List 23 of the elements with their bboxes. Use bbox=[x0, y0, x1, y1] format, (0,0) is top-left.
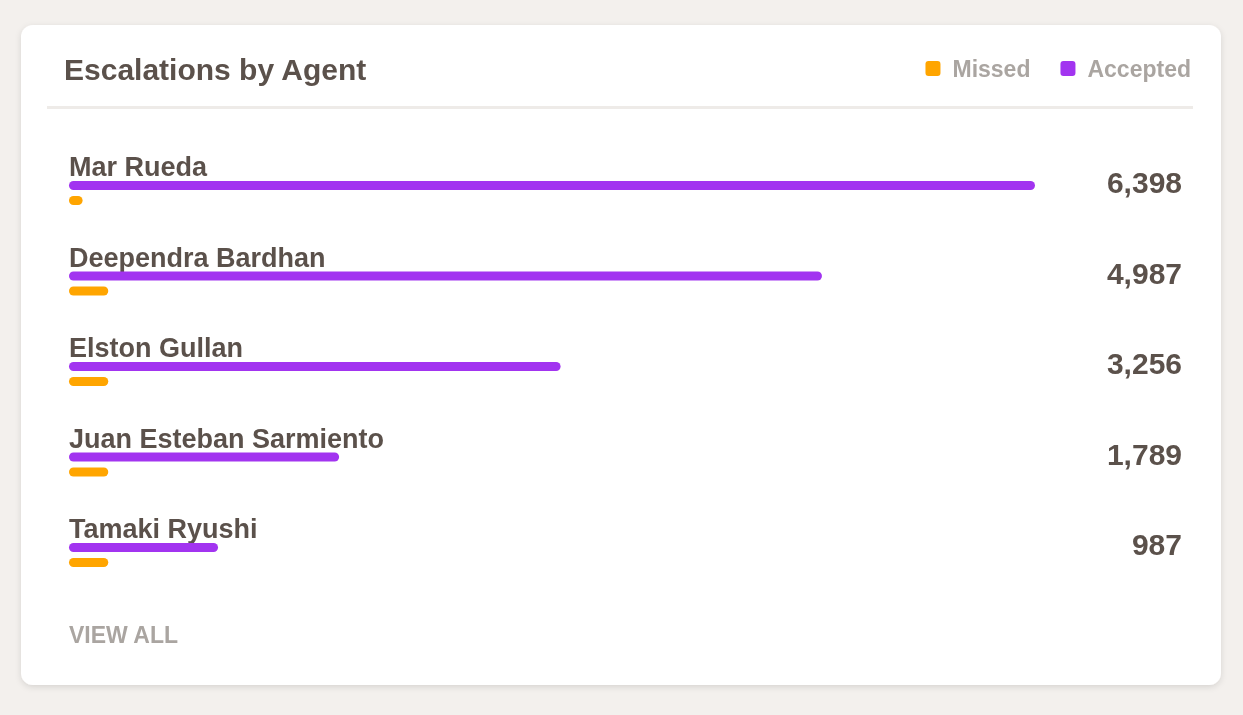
data-label: 987 bbox=[1131, 528, 1182, 561]
y-tick-label: Tamaki Ryushi bbox=[69, 514, 258, 544]
bar bbox=[69, 452, 340, 462]
bar bbox=[69, 271, 822, 281]
bar bbox=[69, 377, 109, 386]
bar bbox=[69, 543, 219, 552]
y-tick-label: Juan Esteban Sarmiento bbox=[69, 423, 385, 454]
data-label: 3,256 bbox=[1106, 347, 1182, 380]
legend-label: Accepted bbox=[1087, 56, 1191, 82]
legend-label: Missed bbox=[952, 56, 1031, 82]
y-tick-label: Elston Gullan bbox=[69, 333, 244, 363]
bar bbox=[69, 558, 109, 567]
chart-title: Escalations by Agent bbox=[64, 53, 367, 86]
bar bbox=[69, 286, 109, 296]
text: VIEW ALL bbox=[69, 622, 179, 648]
bar bbox=[69, 362, 561, 371]
data-label: 4,987 bbox=[1106, 256, 1182, 290]
data-label: 1,789 bbox=[1106, 437, 1182, 471]
data-label: 6,398 bbox=[1106, 166, 1182, 199]
bar bbox=[69, 467, 109, 477]
bar bbox=[69, 181, 1035, 190]
y-tick-label: Mar Rueda bbox=[69, 152, 209, 182]
y-tick-label: Deependra Bardhan bbox=[69, 242, 326, 273]
